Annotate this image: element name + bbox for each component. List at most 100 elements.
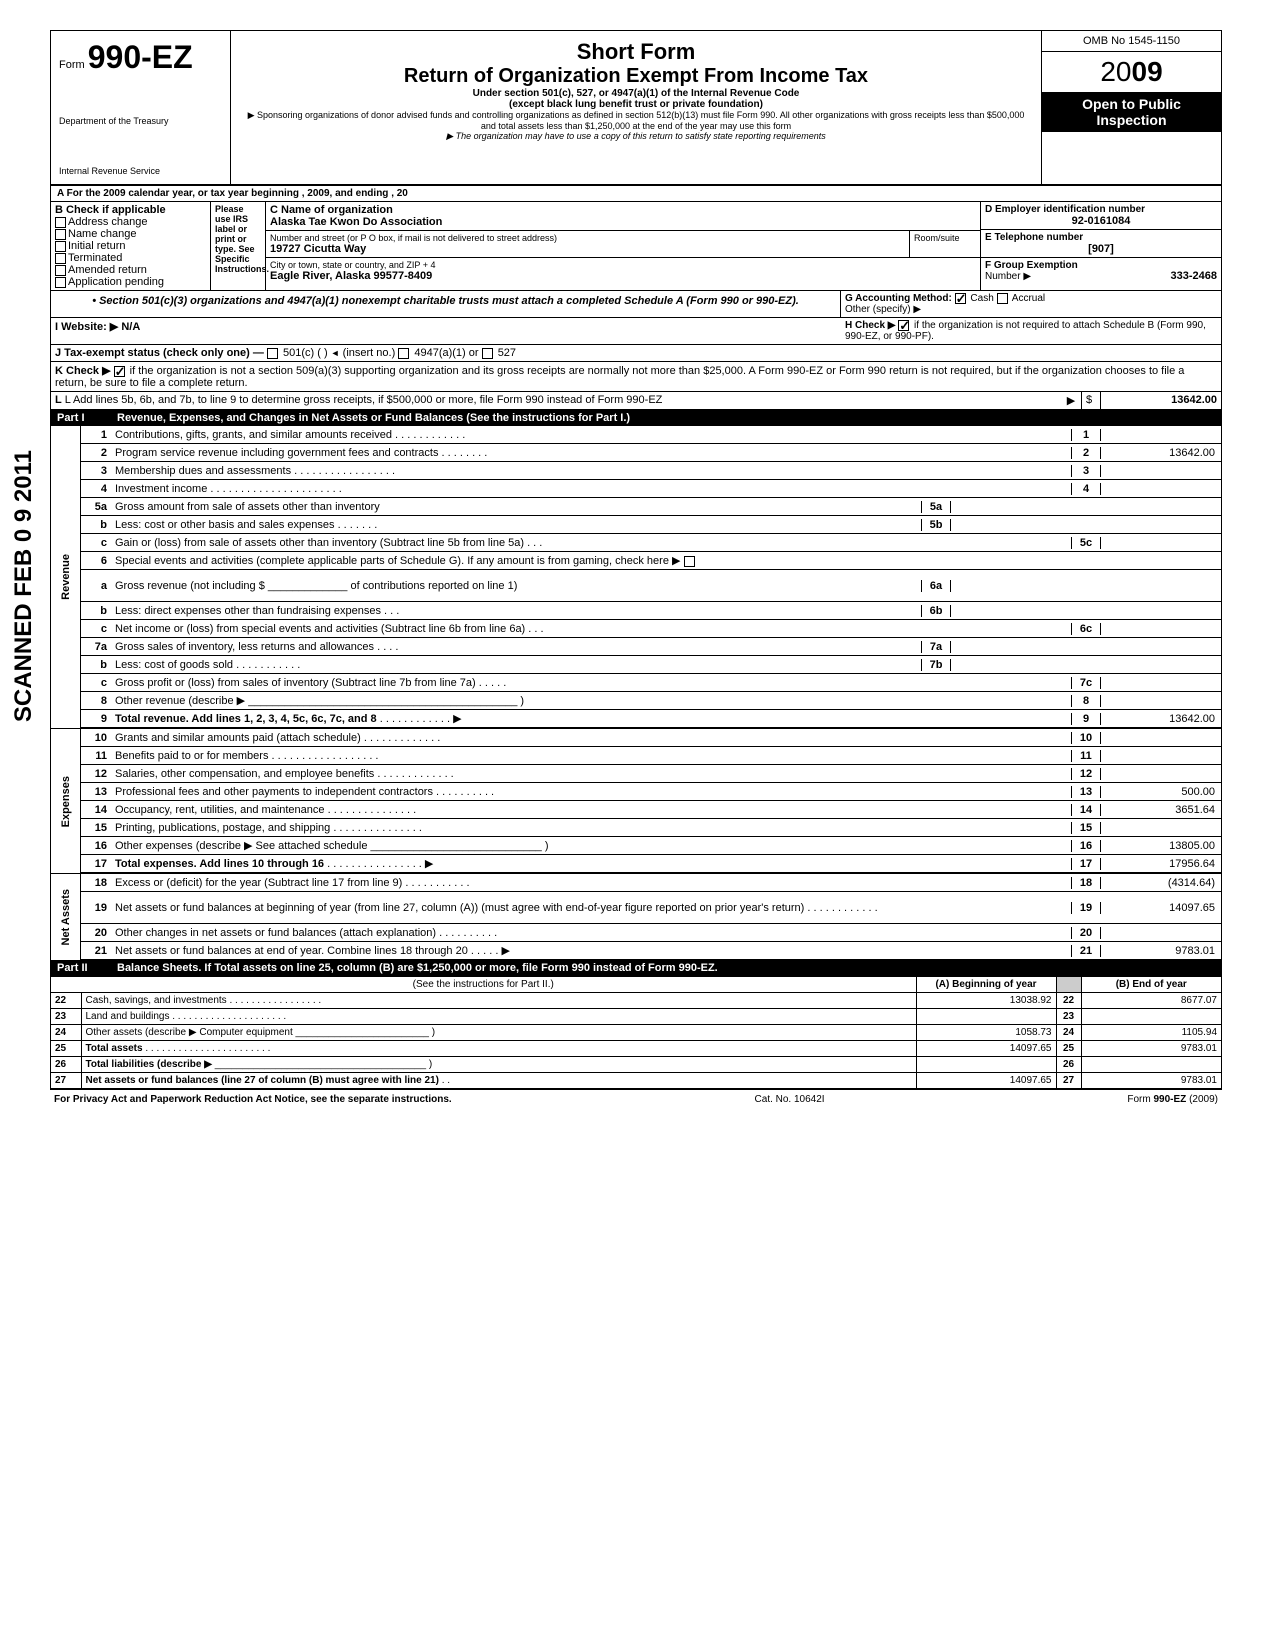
cb-terminated[interactable] (55, 253, 66, 264)
omb-number: OMB No 1545-1150 (1042, 31, 1221, 52)
section-f-label: F Group Exemption (985, 260, 1078, 271)
cb-name-change[interactable] (55, 229, 66, 240)
addr-label: Number and street (or P O box, if mail i… (270, 233, 905, 243)
tax-year: 2009 (1042, 52, 1221, 92)
line3-text: Membership dues and assessments (115, 465, 291, 477)
expenses-label: Expenses (51, 729, 81, 873)
line5c-text: Gain or (loss) from sale of assets other… (115, 537, 524, 549)
line26-b (1081, 1057, 1221, 1073)
section-k-label: K Check ▶ (55, 365, 111, 377)
form-prefix: Form (59, 59, 85, 71)
cb-cash[interactable] (955, 293, 966, 304)
line25-text: Total assets (86, 1043, 143, 1054)
cb-address-change[interactable] (55, 217, 66, 228)
label-527: 527 (498, 347, 516, 359)
cb-amended[interactable] (55, 265, 66, 276)
line23-text: Land and buildings (86, 1011, 170, 1022)
line27-a: 14097.65 (916, 1073, 1056, 1089)
label-address-change: Address change (68, 216, 148, 228)
cb-527[interactable] (482, 348, 493, 359)
line25-a: 14097.65 (916, 1041, 1056, 1057)
line14-text: Occupancy, rent, utilities, and maintena… (115, 804, 325, 816)
section-c-label: C Name of organization (270, 204, 976, 216)
line1-text: Contributions, gifts, grants, and simila… (115, 429, 392, 441)
row-k: K Check ▶ if the organization is not a s… (51, 362, 1221, 392)
note1: ▶ Sponsoring organizations of donor advi… (239, 110, 1033, 131)
section-g-label: G Accounting Method: (845, 293, 952, 304)
line2-text: Program service revenue including govern… (115, 447, 438, 459)
line19-text: Net assets or fund balances at beginning… (115, 902, 804, 914)
section-i-label: I Website: ▶ (55, 321, 118, 333)
line2-amount: 13642.00 (1101, 447, 1221, 459)
line17-amount: 17956.64 (1101, 858, 1221, 870)
line26-text: Total liabilities (describe ▶ (86, 1059, 212, 1070)
header-left: Form 990-EZ Department of the Treasury I… (51, 31, 231, 184)
section-g: G Accounting Method: Cash Accrual (845, 293, 1217, 304)
row-i-h: I Website: ▶ N/A H Check ▶ if the organi… (51, 318, 1221, 344)
line13-amount: 500.00 (1101, 786, 1221, 798)
line22-text: Cash, savings, and investments (86, 995, 227, 1006)
open-line1: Open to Public (1046, 96, 1217, 112)
cb-schedule-b[interactable] (898, 320, 909, 331)
subtitle2: (except black lung benefit trust or priv… (239, 99, 1033, 110)
label-4947: 4947(a)(1) or (414, 347, 478, 359)
form-header: Form 990-EZ Department of the Treasury I… (51, 31, 1221, 186)
phone-number: 333-2468 (1171, 270, 1218, 282)
section-a: A For the 2009 calendar year, or tax yea… (51, 186, 1221, 202)
line5a-text: Gross amount from sale of assets other t… (111, 501, 921, 513)
line4-text: Investment income (115, 483, 207, 495)
part2-instruction: (See the instructions for Part II.) (51, 977, 916, 993)
form-990ez: Form 990-EZ Department of the Treasury I… (50, 30, 1222, 1090)
part2-title: Balance Sheets. If Total assets on line … (117, 962, 718, 974)
cb-501c[interactable] (267, 348, 278, 359)
label-accrual: Accrual (1012, 293, 1045, 304)
line24-b: 1105.94 (1081, 1025, 1221, 1041)
row-501-g: • Section 501(c)(3) organizations and 49… (51, 291, 1221, 318)
line9-text: Total revenue. Add lines 1, 2, 3, 4, 5c,… (115, 713, 377, 725)
cb-section-k[interactable] (114, 366, 125, 377)
line8-text: Other revenue (describe ▶ (115, 695, 245, 707)
line16-amount: 13805.00 (1101, 840, 1221, 852)
triangle-left-icon (331, 347, 340, 359)
phone-area: [907] (985, 243, 1217, 255)
revenue-label: Revenue (51, 426, 81, 728)
cb-gaming[interactable] (684, 556, 695, 567)
line26-a (916, 1057, 1056, 1073)
line19-amount: 14097.65 (1101, 902, 1221, 914)
cb-4947[interactable] (398, 348, 409, 359)
line22-a: 13038.92 (916, 993, 1056, 1009)
footer-left: For Privacy Act and Paperwork Reduction … (54, 1094, 452, 1105)
line15-text: Printing, publications, postage, and shi… (115, 822, 330, 834)
label-501c: 501(c) ( ) (283, 347, 328, 359)
col-b-header: (B) End of year (1081, 977, 1221, 993)
line23-a (916, 1009, 1056, 1025)
revenue-section: Revenue 1Contributions, gifts, grants, a… (51, 426, 1221, 728)
dept-irs: Internal Revenue Service (59, 166, 222, 176)
footer-right: Form 990-EZ (2009) (1127, 1094, 1218, 1105)
cb-pending[interactable] (55, 277, 66, 288)
line11-text: Benefits paid to or for members (115, 750, 268, 762)
arrow-l: ▶ (1061, 392, 1081, 409)
section-j-label: J Tax-exempt status (check only one) — (55, 347, 264, 359)
footer: For Privacy Act and Paperwork Reduction … (50, 1090, 1222, 1109)
label-initial-return: Initial return (68, 240, 125, 252)
line5b-text: Less: cost or other basis and sales expe… (115, 519, 335, 531)
section-k-text: if the organization is not a section 509… (55, 365, 1184, 389)
org-name: Alaska Tae Kwon Do Association (270, 216, 976, 228)
title-return: Return of Organization Exempt From Incom… (239, 65, 1033, 88)
part2-label: Part II (57, 962, 117, 974)
cb-accrual[interactable] (997, 293, 1008, 304)
line6b-text: Less: direct expenses other than fundrai… (115, 605, 381, 617)
netassets-section: Net Assets 18Excess or (deficit) for the… (51, 873, 1221, 960)
line6-text: Special events and activities (complete … (115, 555, 680, 567)
col-a-header: (A) Beginning of year (916, 977, 1056, 993)
line21-text: Net assets or fund balances at end of ye… (115, 945, 468, 957)
cb-initial-return[interactable] (55, 241, 66, 252)
line27-b: 9783.01 (1081, 1073, 1221, 1089)
line9-amount: 13642.00 (1101, 713, 1221, 725)
line17-text: Total expenses. Add lines 10 through 16 (115, 858, 324, 870)
ein: 92-0161084 (985, 215, 1217, 227)
section-c: C Name of organization Alaska Tae Kwon D… (266, 202, 981, 290)
part2-header: Part II Balance Sheets. If Total assets … (51, 960, 1221, 976)
line22-b: 8677.07 (1081, 993, 1221, 1009)
